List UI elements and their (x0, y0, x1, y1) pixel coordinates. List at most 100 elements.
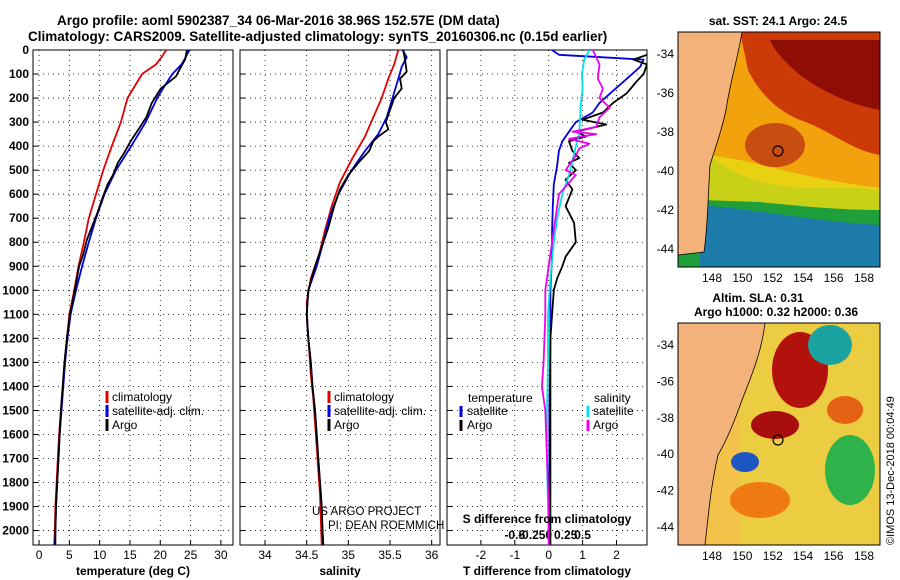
lat-label: -42 (657, 203, 675, 217)
depth-tick-label: 500 (9, 163, 29, 177)
salinity-argo-line (305, 50, 408, 545)
header-line-1: Argo profile: aoml 5902387_34 06-Mar-201… (57, 13, 500, 28)
depth-tick-label: 700 (9, 211, 29, 225)
salinity-xlabel: salinity (319, 564, 361, 578)
sla-low-eddy-2 (731, 452, 759, 472)
lon-label: 154 (793, 271, 813, 285)
sst-lon-labels: 148 150 152 154 156 158 (702, 271, 874, 285)
legend-label-temp-satellite: satellite (467, 404, 508, 418)
s-diff-tick-label: 0.5 (574, 528, 591, 542)
sla-lon-labels: 148 150 152 154 156 158 (702, 549, 874, 563)
x-tick-label: 20 (154, 548, 168, 562)
lat-label: -44 (657, 520, 675, 534)
legend-label-climatology: climatology (334, 390, 394, 404)
difference-temperature-argo-line (549, 53, 647, 545)
depth-tick-label: 0 (22, 43, 29, 57)
difference-legend-salinity: salinity satellite Argo (586, 391, 634, 432)
sst-argo-position-marker (772, 145, 784, 157)
salinity-panel (239, 49, 441, 546)
x-tick-label: 34 (258, 548, 272, 562)
x-tick-label: 25 (184, 548, 198, 562)
lat-label: -36 (657, 374, 675, 388)
sst-map-title: sat. SST: 24.1 Argo: 24.5 (709, 14, 848, 28)
lat-label: -40 (657, 447, 675, 461)
difference-legend-temperature: temperature satellite Argo (459, 391, 533, 432)
depth-tick-label: 1500 (2, 403, 29, 417)
difference-temperature-satellite-line (548, 50, 645, 545)
salinity-legend: climatology satellite-adj. clim. Argo (327, 390, 426, 432)
sla-low-eddy (808, 325, 852, 365)
depth-tick-label: 2000 (2, 524, 29, 538)
salinity-climatology-line (305, 50, 400, 545)
temperature-series-group (53, 50, 191, 545)
imos-credit: ©IMOS 13-Dec-2018 00:04:49 (885, 396, 897, 545)
temperature-climatology-line (53, 50, 168, 545)
lat-label: -38 (657, 125, 675, 139)
s-diff-tick-label: 0.25 (554, 528, 578, 542)
depth-tick-label: 900 (9, 259, 29, 273)
sla-argo-position-marker (772, 434, 784, 446)
header-line-2: Climatology: CARS2009. Satellite-adjuste… (28, 29, 607, 44)
lat-label: -36 (657, 86, 675, 100)
sst-eddy (745, 123, 805, 167)
depth-tick-label: 300 (9, 115, 29, 129)
x-tick-label: 15 (123, 548, 137, 562)
x-tick-label: 30 (214, 548, 228, 562)
depth-tick-label: 1800 (2, 476, 29, 490)
difference-salinity-argo-line (541, 50, 611, 545)
difference-xlabel: T difference from climatology (463, 564, 631, 578)
lon-label: 148 (702, 271, 722, 285)
x-tick-label: 1 (579, 548, 586, 562)
sla-map-frame (677, 322, 881, 546)
depth-tick-label: 1400 (2, 379, 29, 393)
x-tick-label: 36 (425, 548, 439, 562)
temperature-xlabel: temperature (deg C) (76, 564, 190, 578)
depth-tick-label: 1200 (2, 331, 29, 345)
sst-cool-water (700, 205, 880, 267)
sla-map-title-1: Altim. SLA: 0.31 (712, 291, 804, 305)
x-tick-label: 34.5 (295, 548, 319, 562)
x-tick-label: 0 (545, 548, 552, 562)
legend-label-sal-argo: Argo (593, 418, 619, 432)
x-tick-label: -2 (476, 548, 487, 562)
legend-label-argo: Argo (112, 418, 138, 432)
lat-label: -38 (657, 411, 675, 425)
difference-salinity-satellite-line (546, 50, 591, 545)
lat-label: -42 (657, 484, 675, 498)
sst-map (678, 32, 880, 267)
lat-label: -34 (657, 47, 675, 61)
depth-tick-label: 1600 (2, 427, 29, 441)
legend-title-temperature: temperature (468, 391, 533, 405)
difference-series-group (541, 50, 647, 545)
sla-orange-patch (827, 396, 863, 424)
temperature-argo-line (54, 50, 188, 545)
sst-map-frame (677, 31, 881, 268)
x-axis-layer: 0 5 10 15 20 25 30 34 34.5 35 35.5 36 -2 -1 0 1 2 -0.5-0.… (36, 528, 620, 562)
x-tick-label: -1 (509, 548, 520, 562)
depth-tick-label: 1300 (2, 355, 29, 369)
s-diff-tick-label: -0.25 (518, 528, 546, 542)
x-tick-label: 35.5 (378, 548, 402, 562)
depth-tick-label: 1900 (2, 500, 29, 514)
sla-warm-patch (730, 482, 790, 518)
x-tick-label: 5 (66, 548, 73, 562)
x-tick-label: 35 (342, 548, 356, 562)
sla-land (678, 323, 766, 545)
lon-label: 148 (702, 549, 722, 563)
lat-label: -44 (657, 242, 675, 256)
sla-high-eddy-2 (751, 411, 799, 439)
credit-project: US ARGO PROJECT (312, 506, 421, 518)
lon-label: 152 (763, 549, 783, 563)
grid-layer (33, 49, 647, 545)
depth-tick-label: 200 (9, 91, 29, 105)
legend-label-satellite-adj: satellite-adj. clim. (334, 404, 426, 418)
sst-front (678, 150, 880, 210)
series-layer (53, 50, 647, 545)
salinity-series-group (305, 50, 408, 545)
temperature-satellite-adj-clim--line (53, 50, 191, 545)
depth-tick-label: 1700 (2, 451, 29, 465)
depth-axis: 0 100 200 300 400 500 600 700 800 900 1000 1100 1200… (2, 43, 29, 538)
sst-land (678, 32, 743, 256)
depth-tick-label: 1000 (2, 283, 29, 297)
